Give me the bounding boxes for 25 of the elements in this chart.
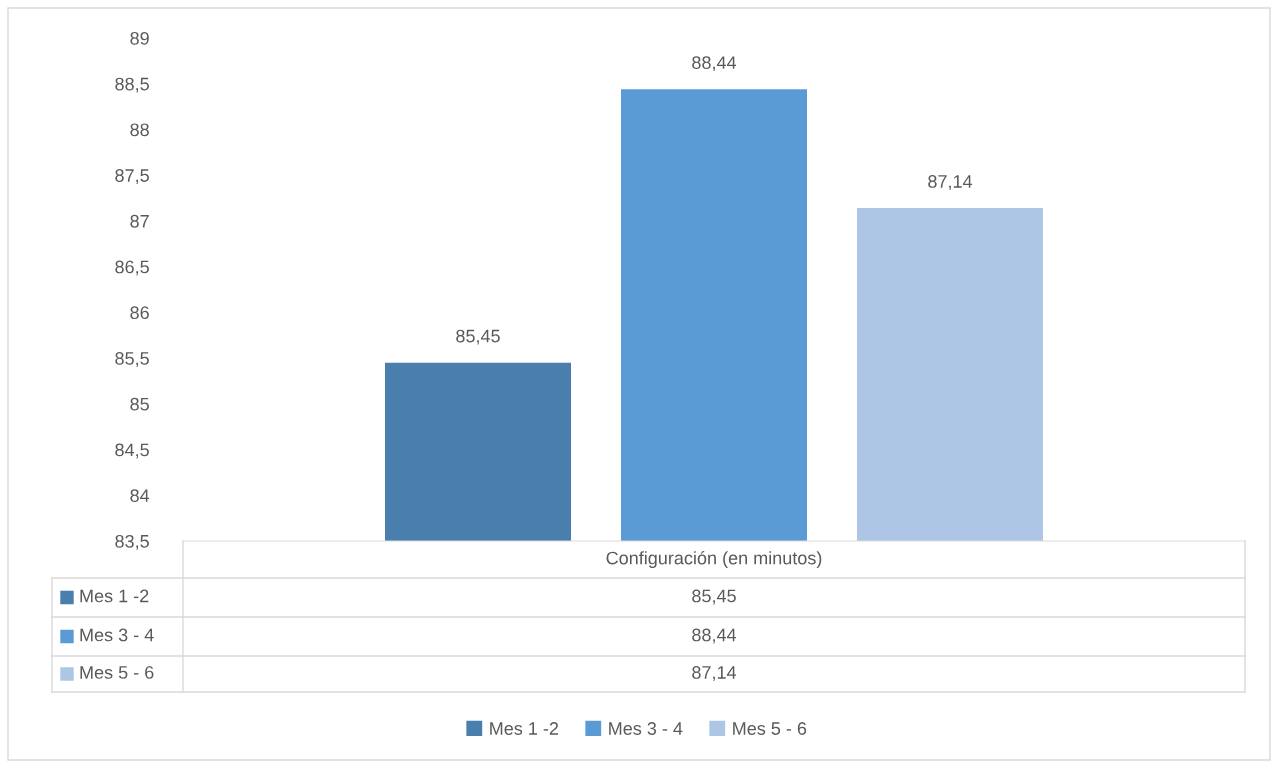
legend-label: Mes 3 - 4 [609,722,683,735]
legend-label: Mes 5 - 6 [733,722,807,735]
y-tick-label: 88,5 [115,77,149,93]
data-label: 85,45 [456,329,500,345]
y-tick-label: 85,5 [115,352,149,367]
text: 85,45 [692,589,736,605]
x-tick-label: Configuración (en minutos) [606,550,822,569]
y-tick-label: 88 [130,123,149,137]
y-tick-label: 83,5 [115,534,149,550]
data-label: 87,14 [928,175,973,190]
legend-label: Mes 1 -2 [490,722,559,735]
text: Mes 3 - 4 [80,628,154,642]
y-tick-label: 84,5 [115,443,149,459]
text: 88,44 [692,628,737,644]
text: Mes 1 -2 [80,589,149,603]
text: Mes 5 - 6 [80,666,154,679]
y-tick-label: 87 [130,214,149,228]
y-tick-label: 84 [130,489,150,502]
y-tick-label: 85 [130,397,149,411]
y-tick-label: 86 [130,306,149,320]
data-label: 88,44 [692,56,737,72]
text: 87,14 [692,666,737,681]
y-tick-label: 87,5 [115,169,149,185]
y-tick-label: 86,5 [115,260,149,276]
y-tick-label: 89 [130,31,149,45]
